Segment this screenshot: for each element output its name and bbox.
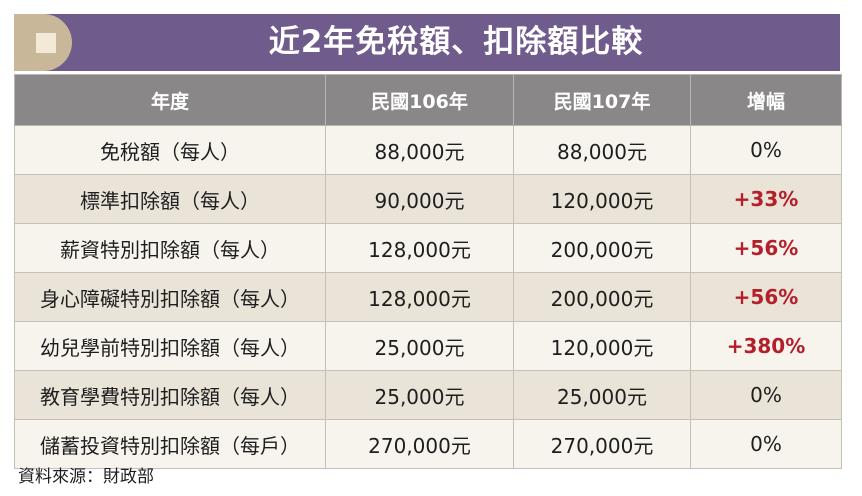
page-title: 近2年免稅額、扣除額比較	[268, 24, 644, 60]
table-row: 薪資特別扣除額（每人） 128,000元 200,000元 +56%	[14, 223, 842, 273]
row-107-value: 270,000元	[513, 419, 691, 469]
title-bar: 近2年免稅額、扣除額比較	[14, 14, 840, 71]
header-107: 民國107年	[513, 74, 691, 126]
row-item: 薪資特別扣除額（每人）	[14, 223, 326, 273]
row-106-value: 25,000元	[325, 321, 514, 371]
square-icon	[36, 33, 56, 53]
row-106-value: 270,000元	[325, 419, 514, 469]
table-row: 身心障礙特別扣除額（每人） 128,000元 200,000元 +56%	[14, 272, 842, 322]
header-growth: 增幅	[690, 74, 842, 126]
row-107-value: 120,000元	[513, 321, 691, 371]
row-107-value: 120,000元	[513, 174, 691, 224]
table-row: 幼兒學前特別扣除額（每人） 25,000元 120,000元 +380%	[14, 321, 842, 371]
row-107-value: 88,000元	[513, 125, 691, 175]
row-106-value: 128,000元	[325, 223, 514, 273]
row-growth: +56%	[690, 223, 842, 273]
row-107-value: 25,000元	[513, 370, 691, 420]
row-item: 免稅額（每人）	[14, 125, 326, 175]
row-106-value: 88,000元	[325, 125, 514, 175]
row-growth: 0%	[690, 125, 842, 175]
row-growth: +380%	[690, 321, 842, 371]
row-growth: 0%	[690, 419, 842, 469]
comparison-table: 年度 民國106年 民國107年 增幅 免稅額（每人） 88,000元 88,0…	[14, 74, 842, 469]
row-item: 標準扣除額（每人）	[14, 174, 326, 224]
header-106: 民國106年	[325, 74, 514, 126]
row-item: 儲蓄投資特別扣除額（每戶）	[14, 419, 326, 469]
row-growth: +33%	[690, 174, 842, 224]
row-107-value: 200,000元	[513, 272, 691, 322]
row-106-value: 25,000元	[325, 370, 514, 420]
row-item: 教育學費特別扣除額（每人）	[14, 370, 326, 420]
table-row: 教育學費特別扣除額（每人） 25,000元 25,000元 0%	[14, 370, 842, 420]
row-106-value: 90,000元	[325, 174, 514, 224]
row-growth: +56%	[690, 272, 842, 322]
table-row: 免稅額（每人） 88,000元 88,000元 0%	[14, 125, 842, 175]
row-item: 幼兒學前特別扣除額（每人）	[14, 321, 326, 371]
table-header-row: 年度 民國106年 民國107年 增幅	[14, 74, 842, 126]
title-badge	[14, 14, 72, 71]
table-row: 儲蓄投資特別扣除額（每戶） 270,000元 270,000元 0%	[14, 419, 842, 469]
row-107-value: 200,000元	[513, 223, 691, 273]
row-growth: 0%	[690, 370, 842, 420]
header-year: 年度	[14, 74, 326, 126]
source-note: 資料來源：財政部	[18, 467, 154, 487]
row-106-value: 128,000元	[325, 272, 514, 322]
row-item: 身心障礙特別扣除額（每人）	[14, 272, 326, 322]
table-row: 標準扣除額（每人） 90,000元 120,000元 +33%	[14, 174, 842, 224]
